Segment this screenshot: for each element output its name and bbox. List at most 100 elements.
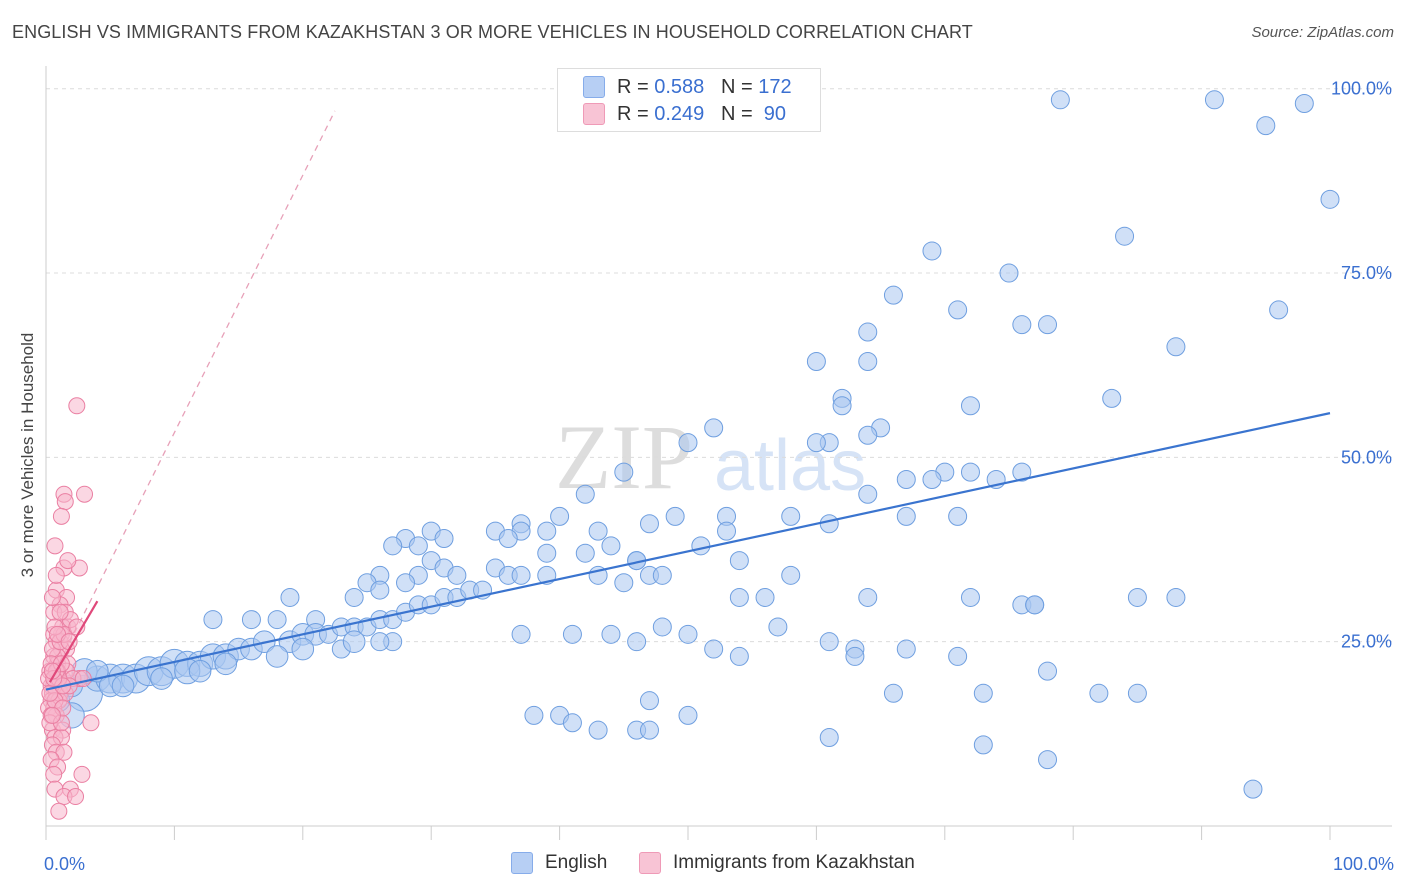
english-point — [960, 587, 980, 607]
english-point — [588, 720, 608, 740]
english-point — [524, 705, 544, 725]
correlation-legend: R = 0.588 N = 172 R = 0.249 N = 90 — [557, 68, 821, 132]
english-point — [960, 462, 980, 482]
kazakhstan-trend-line — [48, 600, 99, 683]
english-point — [1127, 683, 1147, 703]
kazakhstan-points — [40, 397, 100, 820]
english-point — [755, 587, 775, 607]
english-trend-line — [45, 412, 1331, 691]
y-tick-label: 100.0% — [1331, 79, 1392, 99]
english-point — [291, 637, 315, 661]
english-point — [678, 705, 698, 725]
english-point — [678, 433, 698, 453]
kazakhstan-point — [76, 485, 94, 503]
english-point — [948, 646, 968, 666]
legend-label: English — [545, 852, 608, 873]
x-tick-label: 100.0% — [1333, 854, 1394, 874]
english-point — [1269, 300, 1289, 320]
english-point — [948, 506, 968, 526]
english-point — [858, 352, 878, 372]
y-tick-label: 50.0% — [1341, 447, 1392, 467]
english-point — [896, 506, 916, 526]
kazakhstan-point — [43, 706, 61, 724]
legend-item-kazakhstan[interactable]: Immigrants from Kazakhstan — [639, 852, 915, 874]
r-label: R = — [617, 102, 649, 125]
english-point — [704, 639, 724, 659]
x-tick-label: 0.0% — [44, 854, 85, 874]
english-point — [665, 506, 685, 526]
kazakhstan-point — [68, 397, 86, 415]
english-point — [601, 536, 621, 556]
kazakhstan-point — [74, 670, 92, 688]
english-point — [896, 639, 916, 659]
english-point — [729, 646, 749, 666]
english-point — [203, 610, 223, 630]
trend-lines — [49, 110, 336, 683]
english-point — [1050, 90, 1070, 110]
english-point — [344, 587, 364, 607]
english-point — [1012, 462, 1032, 482]
english-point — [858, 587, 878, 607]
english-point — [511, 565, 531, 585]
source-note: Source: ZipAtlas.com — [1251, 24, 1394, 41]
legend-row-english: R = 0.588 N = 172 — [583, 75, 792, 99]
english-point — [265, 645, 289, 668]
english-point — [883, 683, 903, 703]
english-point — [614, 462, 634, 482]
kazakhstan-point — [73, 765, 91, 783]
series-legend: English Immigrants from Kazakhstan — [0, 852, 1406, 878]
english-point — [781, 565, 801, 585]
english-point — [1166, 337, 1186, 357]
chart-title: ENGLISH VS IMMIGRANTS FROM KAZAKHSTAN 3 … — [12, 22, 973, 42]
english-point — [832, 396, 852, 416]
english-point — [704, 418, 724, 438]
english-point — [639, 691, 659, 711]
kazakhstan-swatch — [583, 103, 605, 125]
english-point — [562, 624, 582, 644]
english-point — [652, 565, 672, 585]
r-value: 0.588 — [654, 75, 705, 98]
english-point — [614, 573, 634, 593]
english-point — [922, 469, 942, 489]
english-point — [188, 659, 212, 683]
english-point — [214, 652, 238, 676]
legend-row-kazakhstan: R = 0.249 N = 90 — [583, 102, 786, 126]
kazakhstan-point — [59, 552, 77, 570]
english-point — [639, 720, 659, 740]
english-point — [627, 632, 647, 652]
english-point — [408, 536, 428, 556]
english-point — [498, 528, 518, 548]
english-point — [396, 573, 416, 593]
english-point — [1038, 750, 1058, 770]
english-point — [1089, 683, 1109, 703]
english-points — [47, 90, 1340, 799]
english-point — [267, 610, 287, 630]
english-point — [883, 285, 903, 305]
english-point — [1115, 226, 1135, 246]
kazakhstan-point — [45, 765, 63, 783]
english-point — [241, 610, 261, 630]
gridlines — [46, 88, 1392, 643]
n-label: N = — [720, 102, 753, 125]
english-point — [819, 632, 839, 652]
english-point — [1038, 315, 1058, 335]
english-point — [111, 674, 135, 698]
tick-labels: 25.0% 50.0% 75.0% 100.0% 0.0% 100.0% — [44, 79, 1394, 874]
english-point — [1102, 388, 1122, 408]
english-point — [1025, 595, 1045, 615]
english-point — [1012, 315, 1032, 335]
english-point — [575, 543, 595, 563]
english-point — [729, 587, 749, 607]
english-point — [858, 322, 878, 342]
y-tick-label: 75.0% — [1341, 263, 1392, 283]
english-point — [806, 433, 826, 453]
english-point — [575, 484, 595, 504]
r-label: R = — [617, 75, 649, 98]
data-points — [40, 90, 1340, 820]
english-point — [768, 617, 788, 637]
english-point — [383, 536, 403, 556]
trend-extension — [49, 110, 336, 683]
english-point — [922, 241, 942, 261]
legend-item-english[interactable]: English — [511, 852, 607, 874]
